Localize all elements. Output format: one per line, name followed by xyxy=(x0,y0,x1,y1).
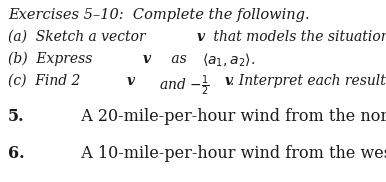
Text: (b)  Express: (b) Express xyxy=(8,52,97,66)
Text: A 20-mile-per-hour wind from the north: A 20-mile-per-hour wind from the north xyxy=(71,108,386,125)
Text: and $-\frac{1}{2}$: and $-\frac{1}{2}$ xyxy=(155,74,211,98)
Text: (a)  Sketch a vector: (a) Sketch a vector xyxy=(8,30,150,44)
Text: that models the situation.: that models the situation. xyxy=(208,30,386,44)
Text: (c)  Find 2: (c) Find 2 xyxy=(8,74,80,88)
Text: as: as xyxy=(168,52,191,66)
Text: 5.: 5. xyxy=(8,108,25,125)
Text: $\langle a_1, a_2 \rangle$.: $\langle a_1, a_2 \rangle$. xyxy=(202,52,256,69)
Text: v: v xyxy=(143,52,151,66)
Text: v: v xyxy=(196,30,205,44)
Text: 6.: 6. xyxy=(8,145,25,162)
Text: A 10-mile-per-hour wind from the west: A 10-mile-per-hour wind from the west xyxy=(71,145,386,162)
Text: v: v xyxy=(225,74,233,88)
Text: . Interpret each result.: . Interpret each result. xyxy=(230,74,386,88)
Text: v: v xyxy=(127,74,135,88)
Text: Exercises 5–10:  Complete the following.: Exercises 5–10: Complete the following. xyxy=(8,8,310,22)
